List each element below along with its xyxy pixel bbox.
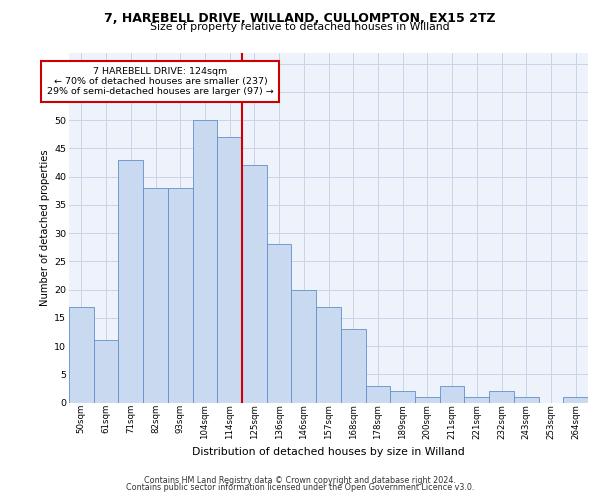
X-axis label: Distribution of detached houses by size in Willand: Distribution of detached houses by size … (192, 447, 465, 457)
Bar (94, 340, 118, 402)
Text: Contains public sector information licensed under the Open Government Licence v3: Contains public sector information licen… (126, 484, 474, 492)
Bar (440, 386, 464, 402)
Bar (316, 306, 341, 402)
Bar (267, 244, 292, 402)
Bar (464, 397, 489, 402)
Bar (390, 391, 415, 402)
Text: Size of property relative to detached houses in Willand: Size of property relative to detached ho… (150, 22, 450, 32)
Bar (217, 137, 242, 402)
Bar (118, 160, 143, 402)
Bar (69, 306, 94, 402)
Text: 7 HAREBELL DRIVE: 124sqm
← 70% of detached houses are smaller (237)
29% of semi-: 7 HAREBELL DRIVE: 124sqm ← 70% of detach… (47, 66, 274, 96)
Bar (193, 120, 217, 403)
Text: 7, HAREBELL DRIVE, WILLAND, CULLOMPTON, EX15 2TZ: 7, HAREBELL DRIVE, WILLAND, CULLOMPTON, … (104, 12, 496, 26)
Bar (415, 397, 440, 402)
Bar (365, 386, 390, 402)
Y-axis label: Number of detached properties: Number of detached properties (40, 149, 50, 306)
Bar (563, 397, 588, 402)
Bar (514, 397, 539, 402)
Bar (143, 188, 168, 402)
Text: Contains HM Land Registry data © Crown copyright and database right 2024.: Contains HM Land Registry data © Crown c… (144, 476, 456, 485)
Bar (242, 166, 267, 402)
Bar (292, 290, 316, 403)
Bar (341, 329, 365, 402)
Bar (168, 188, 193, 402)
Bar (489, 391, 514, 402)
